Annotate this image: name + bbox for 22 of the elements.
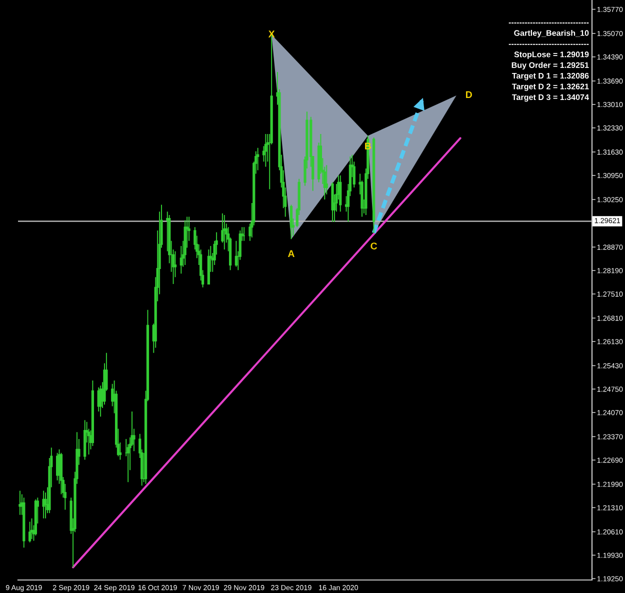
annotation: D — [466, 91, 472, 98]
annotation: ------------------------------ — [508, 22, 589, 24]
annotation: StopLose = 1.29019 — [514, 52, 589, 59]
candlestick — [339, 174, 342, 212]
annotation: Buy Order = 1.29251 — [512, 62, 589, 70]
annotation: C — [370, 242, 378, 250]
annotation: Target D 2 = 1.32621 — [512, 84, 589, 91]
annotation: Target D 3 = 1.34074 — [512, 94, 589, 102]
candlestick — [331, 182, 334, 222]
candlestick — [42, 490, 45, 519]
annotation: A — [288, 250, 294, 257]
candlestick — [264, 134, 267, 168]
candlestick — [18, 490, 22, 516]
annotation: B — [365, 142, 371, 150]
candlestick — [256, 147, 260, 171]
annotation: X — [268, 30, 275, 38]
candlestick — [242, 226, 246, 242]
annotation: Target D 1 = 1.32086 — [512, 72, 589, 80]
candlestick — [28, 521, 32, 543]
candlestick — [223, 214, 226, 250]
annotation: Gartley_Bearish_10 — [514, 30, 589, 38]
annotation: ------------------------------ — [508, 44, 589, 45]
